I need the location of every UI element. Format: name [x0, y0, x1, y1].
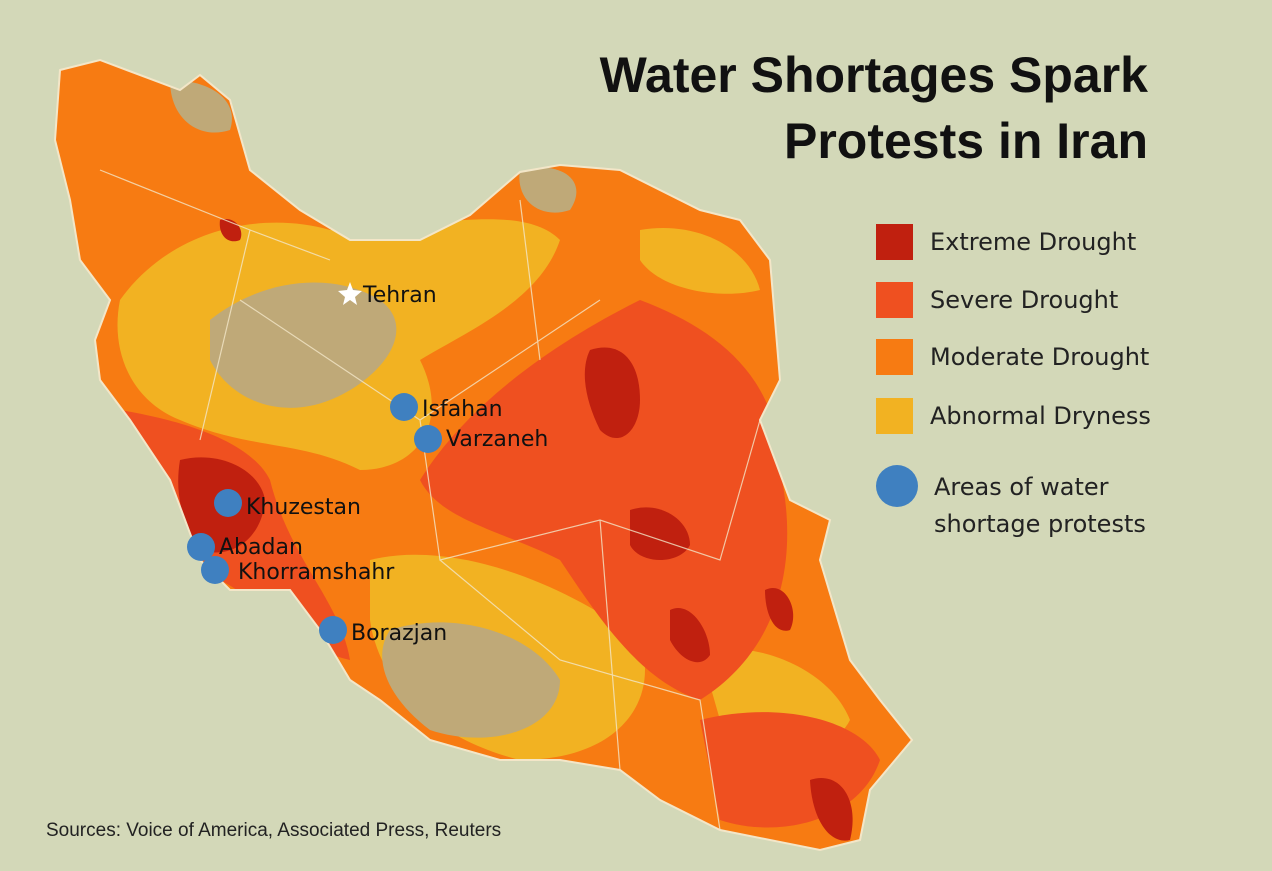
extreme-area	[630, 507, 690, 560]
no-drought-area	[170, 80, 232, 133]
capital-star	[338, 282, 362, 305]
city-markers: Tehran Isfahan Varzaneh Khuzestan AbadanKhor…	[187, 282, 548, 646]
city-label: Varzaneh	[446, 427, 548, 452]
legend-swatch	[876, 339, 913, 375]
legend-label: Extreme Drought	[930, 228, 1136, 256]
protest-marker	[319, 616, 347, 644]
title-line: Water Shortages Spark	[600, 47, 1149, 103]
extreme-area	[584, 347, 640, 439]
dryness-area	[640, 228, 760, 294]
province-borders	[99, 169, 761, 831]
no-drought-area	[519, 167, 577, 213]
protest-marker	[201, 556, 229, 584]
legend-swatch	[876, 465, 918, 507]
city-label: Abadan	[219, 535, 303, 560]
no-drought-area	[382, 622, 560, 738]
legend-swatch	[876, 398, 913, 434]
legend-label: Severe Drought	[930, 286, 1118, 314]
protest-marker	[390, 393, 418, 421]
legend: Extreme Drought Severe Drought Moderate Dr…	[876, 224, 1151, 538]
legend-swatch	[876, 224, 913, 260]
city-label: Borazjan	[351, 621, 447, 646]
city-label: Khuzestan	[246, 495, 361, 520]
legend-label: Areas of water shortage protests	[934, 473, 1146, 538]
extreme-area	[765, 588, 794, 631]
legend-label: Abnormal Dryness	[930, 402, 1151, 430]
city-label: Isfahan	[422, 397, 503, 422]
severe-area	[420, 300, 788, 700]
source-note: Sources: Voice of America, Associated Pr…	[46, 820, 501, 841]
extreme-area	[670, 608, 710, 663]
title-line: Protests in Iran	[784, 113, 1148, 169]
city-label: Khorramshahr	[238, 560, 395, 585]
legend-label: Moderate Drought	[930, 343, 1149, 371]
protest-marker	[414, 425, 442, 453]
no-drought-area	[210, 282, 397, 408]
city-label: Tehran	[362, 283, 437, 308]
legend-swatch	[876, 282, 913, 318]
protest-marker	[214, 489, 242, 517]
protest-marker	[187, 533, 215, 561]
extreme-area	[810, 778, 853, 841]
